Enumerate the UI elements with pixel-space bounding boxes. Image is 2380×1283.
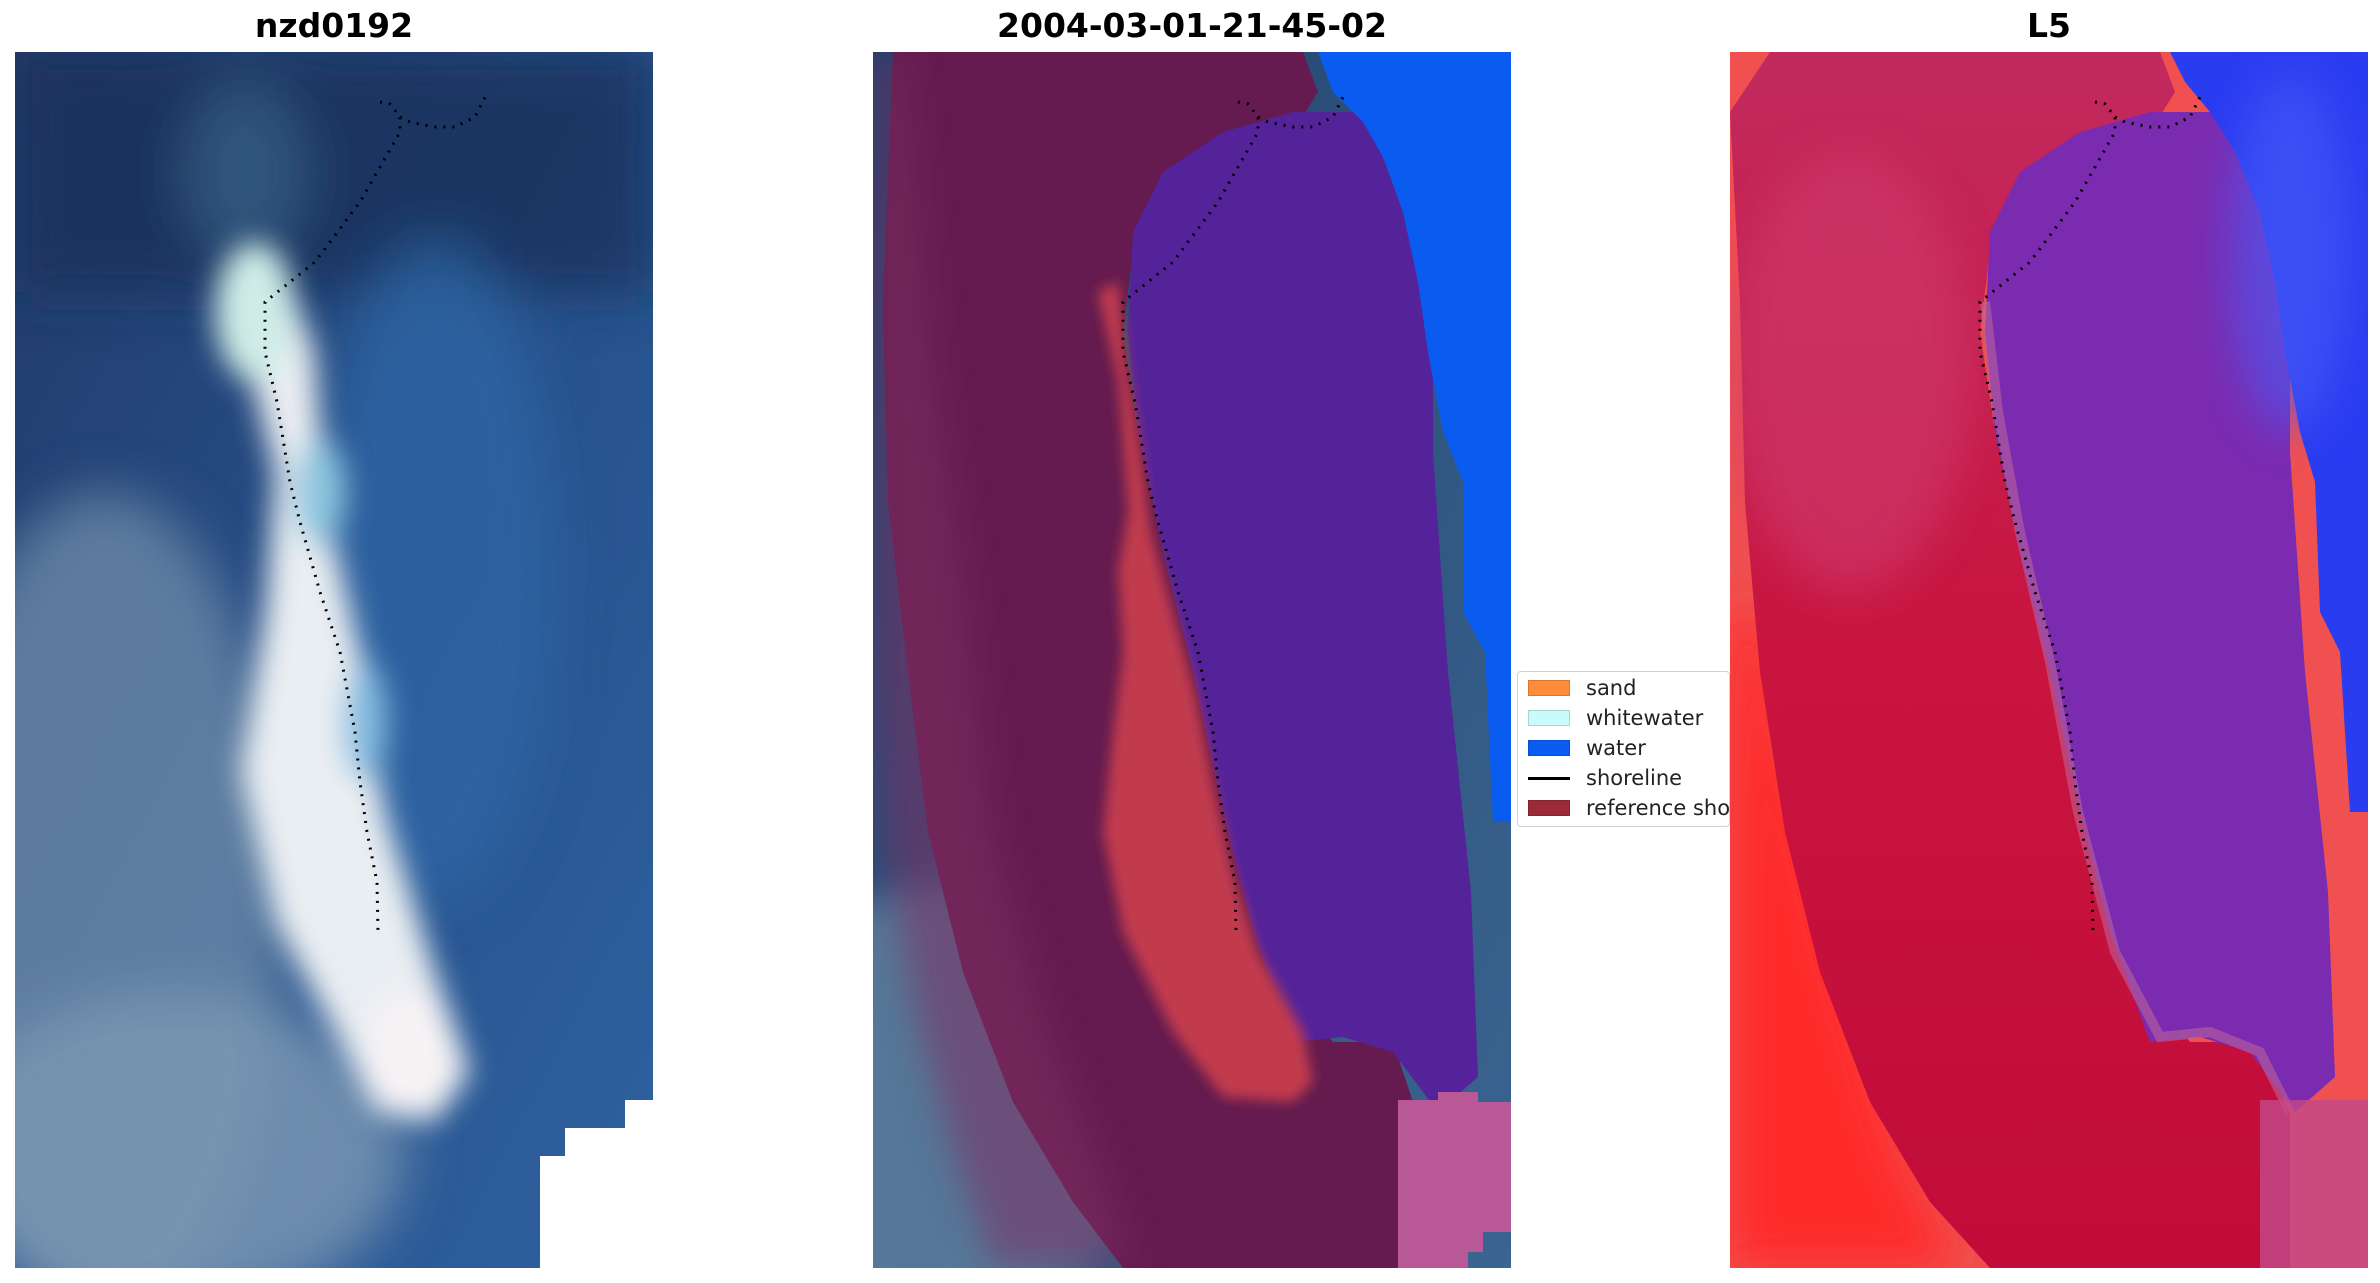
- panel-title-rgb: nzd0192: [254, 6, 414, 45]
- index-image: [1730, 52, 2368, 1268]
- legend-item-whitewater: whitewater: [1528, 704, 1703, 732]
- rgb-satellite-image: [15, 52, 653, 1268]
- water-region: [1318, 52, 1511, 822]
- legend-label-reference-shoreline: reference shoreline: [1586, 796, 1730, 820]
- panel-title-index: L5: [2027, 6, 2071, 45]
- legend-label-sand: sand: [1586, 676, 1637, 700]
- classified-image: [873, 52, 1511, 1268]
- sand-region: [1098, 282, 1313, 1102]
- panel-title-classified: 2004-03-01-21-45-02: [997, 6, 1387, 45]
- legend-label-water: water: [1586, 736, 1646, 760]
- shoreline-line-icon: [1528, 776, 1570, 780]
- water-swatch-icon: [1528, 740, 1570, 756]
- legend-item-water: water: [1528, 734, 1646, 762]
- legend-item-shoreline: shoreline: [1528, 764, 1682, 792]
- legend-label-whitewater: whitewater: [1586, 706, 1704, 730]
- legend-item-reference-shoreline: reference shoreline: [1528, 794, 1730, 822]
- sand-swatch-icon: [1528, 680, 1570, 696]
- reference-shoreline-swatch-icon: [1528, 800, 1570, 816]
- legend: sand whitewater water shoreline referenc…: [1517, 671, 1730, 827]
- lagoon-region: [1128, 112, 1478, 1112]
- legend-label-shoreline: shoreline: [1586, 766, 1683, 790]
- whitewater-swatch-icon: [1528, 710, 1570, 726]
- legend-item-sand: sand: [1528, 674, 1636, 702]
